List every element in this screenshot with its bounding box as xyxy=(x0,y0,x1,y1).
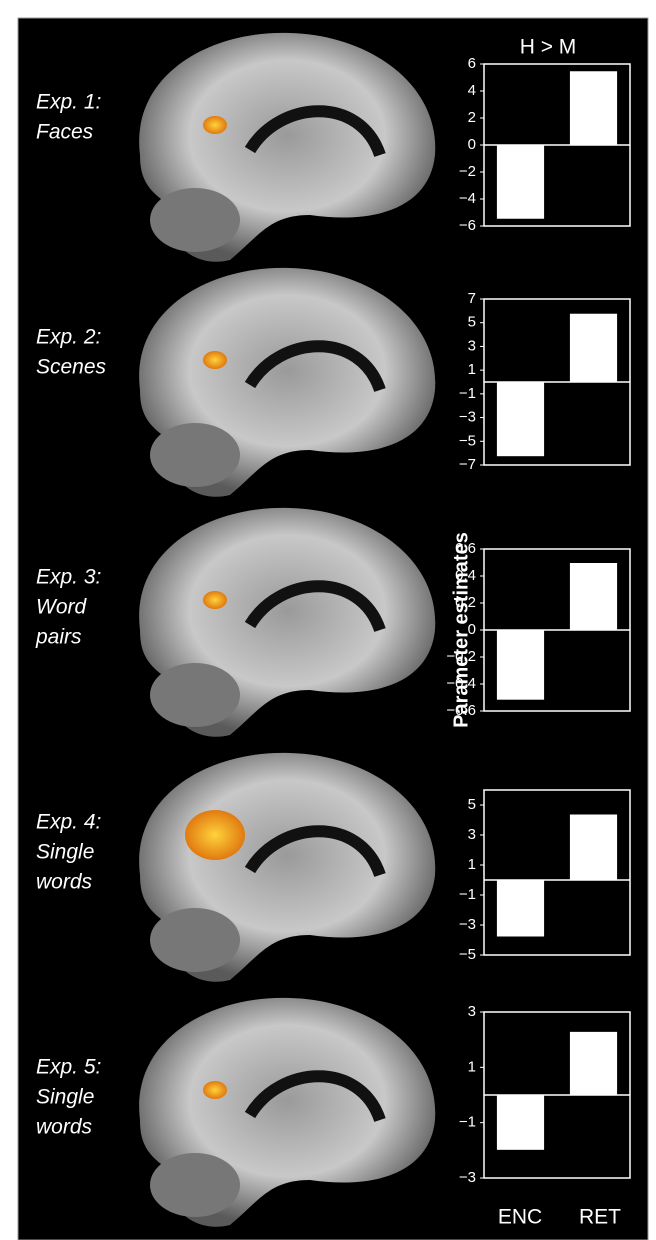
y-tick-label: 0 xyxy=(468,136,476,153)
bar xyxy=(496,880,544,937)
page: {"title": "H > M", "y_label": "Parameter… xyxy=(0,0,656,1240)
cerebellum xyxy=(150,663,240,727)
y-tick-label: 0.4 xyxy=(455,567,476,584)
bar xyxy=(569,1031,617,1095)
bar xyxy=(496,382,544,457)
category-label: ENC xyxy=(498,1206,542,1229)
activation-blob xyxy=(203,116,227,134)
experiment-label: Scenes xyxy=(36,356,107,379)
bar xyxy=(569,71,617,145)
y-tick-label: −3 xyxy=(459,916,476,933)
y-tick-label: −5 xyxy=(459,432,476,449)
y-tick-label: 6 xyxy=(468,55,476,72)
y-tick-label: −1 xyxy=(459,1114,476,1131)
figure: H > M Parameter estimates ENC RET Exp. 1… xyxy=(0,0,656,1240)
experiment-label: Exp. 2: xyxy=(36,326,101,349)
activation-blob xyxy=(203,1081,227,1099)
y-tick-label: 3 xyxy=(468,826,476,843)
bar xyxy=(496,145,544,219)
y-tick-label: 1 xyxy=(468,361,476,378)
y-tick-label: 5 xyxy=(468,314,476,331)
y-tick-label: −4 xyxy=(459,190,476,207)
activation-blob xyxy=(185,810,245,860)
bar xyxy=(496,1095,544,1150)
activation-blob xyxy=(203,591,227,609)
y-tick-label: 1 xyxy=(468,856,476,873)
experiment-label: Single xyxy=(36,841,94,864)
y-tick-label: −1 xyxy=(459,385,476,402)
chart-title: H > M xyxy=(520,36,577,59)
category-label: RET xyxy=(579,1206,621,1229)
y-tick-label: 3 xyxy=(468,337,476,354)
y-tick-label: −5 xyxy=(459,946,476,963)
y-tick-label: 5 xyxy=(468,796,476,813)
y-tick-label: −0.6 xyxy=(446,702,476,719)
experiment-label: Exp. 1: xyxy=(36,91,101,114)
experiment-label: Exp. 3: xyxy=(36,566,101,589)
y-tick-label: 4 xyxy=(468,82,476,99)
y-tick-label: −3 xyxy=(459,1169,476,1186)
y-tick-label: 0 xyxy=(468,621,476,638)
y-tick-label: −1 xyxy=(459,886,476,903)
y-tick-label: −0.2 xyxy=(446,648,476,665)
experiment-label: pairs xyxy=(35,626,82,649)
bar xyxy=(569,313,617,382)
cerebellum xyxy=(150,188,240,252)
y-tick-label: 2 xyxy=(468,109,476,126)
bar xyxy=(496,630,544,700)
y-tick-label: 0.6 xyxy=(455,540,476,557)
experiment-label: Exp. 4: xyxy=(36,811,101,834)
y-tick-label: 1 xyxy=(468,1058,476,1075)
y-tick-label: 7 xyxy=(468,290,476,307)
y-tick-label: −2 xyxy=(459,163,476,180)
bar xyxy=(569,563,617,631)
y-tick-label: −3 xyxy=(459,409,476,426)
experiment-label: Faces xyxy=(36,121,94,144)
y-tick-label: 3 xyxy=(468,1003,476,1020)
experiment-label: Word xyxy=(36,596,87,619)
experiment-label: Exp. 5: xyxy=(36,1056,101,1079)
experiment-label: words xyxy=(36,871,93,894)
y-tick-label: −6 xyxy=(459,217,476,234)
y-tick-label: 0.2 xyxy=(455,594,476,611)
y-tick-label: −0.4 xyxy=(446,675,476,692)
experiment-label: Single xyxy=(36,1086,94,1109)
activation-blob xyxy=(203,351,227,369)
bar xyxy=(569,814,617,880)
experiment-label: words xyxy=(36,1116,93,1139)
cerebellum xyxy=(150,1153,240,1217)
cerebellum xyxy=(150,423,240,487)
cerebellum xyxy=(150,908,240,972)
y-tick-label: −7 xyxy=(459,456,476,473)
